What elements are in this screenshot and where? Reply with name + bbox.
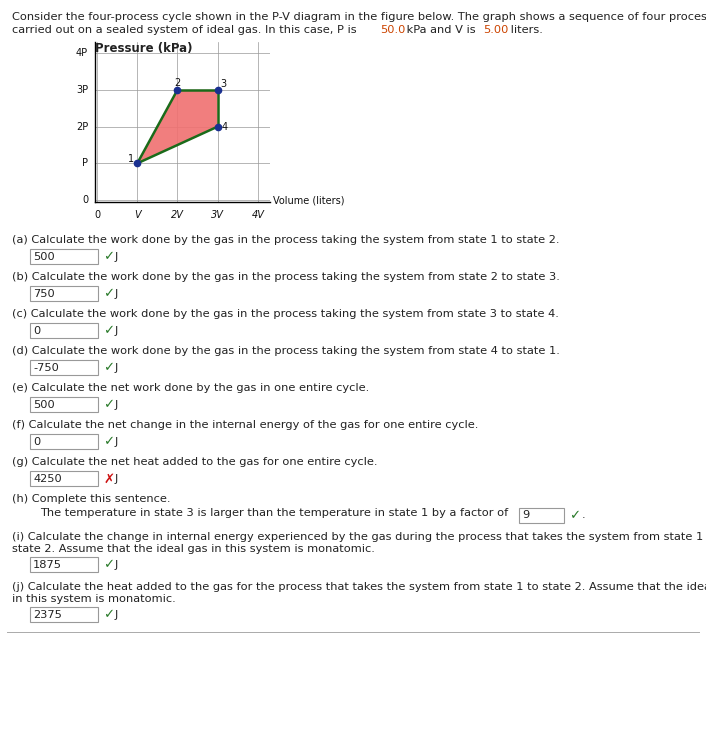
Text: -750: -750 (33, 363, 59, 373)
Polygon shape (137, 90, 217, 163)
Text: The temperature in state 3 is larger than the temperature in state 1 by a factor: The temperature in state 3 is larger tha… (40, 508, 508, 518)
Text: ✓: ✓ (103, 361, 114, 375)
Text: state 2. Assume that the ideal gas in this system is monatomic.: state 2. Assume that the ideal gas in th… (12, 544, 375, 554)
Text: P: P (82, 159, 88, 168)
Text: (i) Calculate the change in internal energy experienced by the gas during the pr: (i) Calculate the change in internal ene… (12, 532, 706, 542)
Text: ✓: ✓ (103, 559, 114, 571)
Text: J: J (115, 363, 119, 373)
Text: 9: 9 (522, 510, 530, 521)
Text: (c) Calculate the work done by the gas in the process taking the system from sta: (c) Calculate the work done by the gas i… (12, 309, 559, 319)
Text: 0: 0 (94, 210, 100, 221)
Text: 3: 3 (221, 79, 227, 89)
Text: (b) Calculate the work done by the gas in the process taking the system from sta: (b) Calculate the work done by the gas i… (12, 272, 560, 282)
Text: liters.: liters. (507, 25, 542, 35)
Text: (h) Complete this sentence.: (h) Complete this sentence. (12, 494, 171, 504)
Text: (f) Calculate the net change in the internal energy of the gas for one entire cy: (f) Calculate the net change in the inte… (12, 420, 479, 430)
Text: 2375: 2375 (33, 610, 62, 620)
Text: J: J (115, 610, 119, 620)
Text: 4250: 4250 (33, 474, 61, 484)
Text: ✓: ✓ (103, 325, 114, 337)
Text: carried out on a sealed system of ideal gas. In this case, P is: carried out on a sealed system of ideal … (12, 25, 360, 35)
Text: ✓: ✓ (103, 399, 114, 411)
Text: ✓: ✓ (103, 288, 114, 300)
Text: ✗: ✗ (103, 472, 114, 486)
Text: 1875: 1875 (33, 560, 62, 570)
Text: J: J (115, 326, 119, 336)
Text: 2V: 2V (171, 210, 184, 221)
Text: ✓: ✓ (103, 436, 114, 448)
Text: 500: 500 (33, 252, 55, 262)
Text: Pressure (kPa): Pressure (kPa) (95, 42, 193, 55)
Text: J: J (115, 474, 119, 484)
Text: (e) Calculate the net work done by the gas in one entire cycle.: (e) Calculate the net work done by the g… (12, 383, 369, 393)
Text: 2: 2 (174, 78, 181, 88)
Text: kPa and V is: kPa and V is (403, 25, 479, 35)
Text: Volume (liters): Volume (liters) (273, 195, 345, 205)
Text: J: J (115, 560, 119, 570)
Text: 50.0: 50.0 (380, 25, 405, 35)
Text: 4V: 4V (251, 210, 264, 221)
Text: 5.00: 5.00 (484, 25, 509, 35)
Text: 500: 500 (33, 400, 55, 410)
Text: 3P: 3P (76, 85, 88, 95)
Text: Consider the four-process cycle shown in the P-V diagram in the figure below. Th: Consider the four-process cycle shown in… (12, 12, 706, 22)
Text: (j) Calculate the heat added to the gas for the process that takes the system fr: (j) Calculate the heat added to the gas … (12, 582, 706, 592)
Text: (g) Calculate the net heat added to the gas for one entire cycle.: (g) Calculate the net heat added to the … (12, 457, 378, 467)
Text: 4P: 4P (76, 48, 88, 58)
Text: J: J (115, 289, 119, 299)
Text: ✓: ✓ (103, 250, 114, 264)
Text: 4: 4 (222, 121, 228, 132)
Text: 1: 1 (128, 154, 134, 164)
Text: in this system is monatomic.: in this system is monatomic. (12, 594, 176, 604)
Text: ✓: ✓ (103, 609, 114, 621)
Text: 0: 0 (33, 437, 40, 447)
Text: 750: 750 (33, 289, 55, 299)
Text: V: V (134, 210, 140, 221)
Text: 3V: 3V (211, 210, 224, 221)
Text: 0: 0 (33, 326, 40, 336)
Text: (a) Calculate the work done by the gas in the process taking the system from sta: (a) Calculate the work done by the gas i… (12, 235, 559, 245)
Text: J: J (115, 252, 119, 262)
Text: 0: 0 (82, 195, 88, 205)
Text: J: J (115, 400, 119, 410)
Text: 2P: 2P (76, 121, 88, 132)
Text: (d) Calculate the work done by the gas in the process taking the system from sta: (d) Calculate the work done by the gas i… (12, 346, 560, 356)
Text: J: J (115, 437, 119, 447)
Text: ✓: ✓ (569, 509, 580, 522)
Text: .: . (581, 510, 585, 521)
